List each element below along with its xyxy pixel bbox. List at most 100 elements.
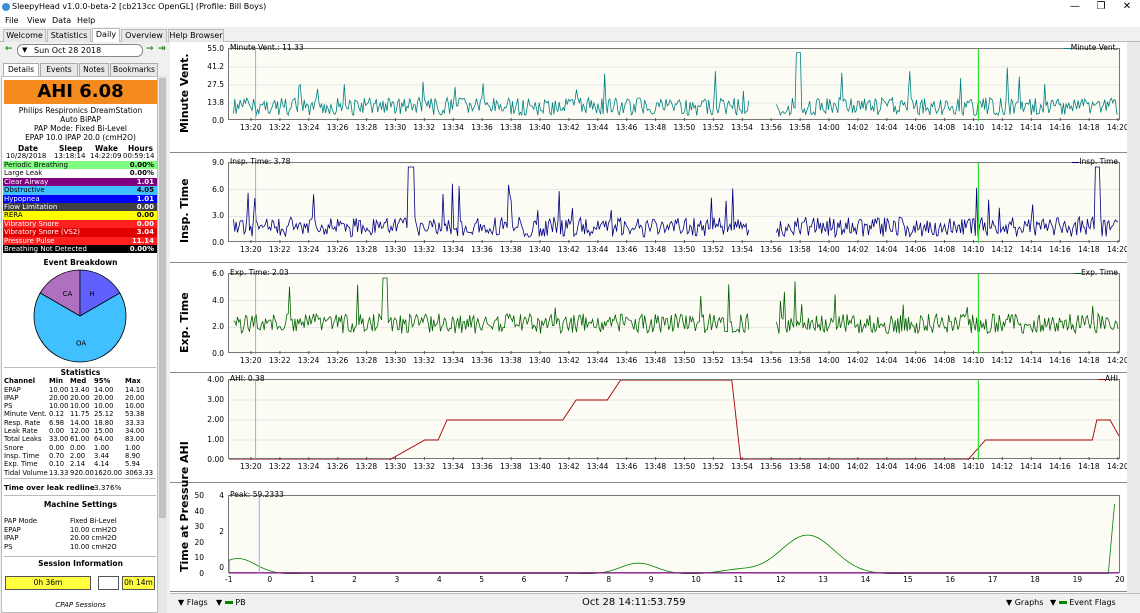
subtab-events[interactable]: Events [40, 63, 78, 76]
event-row[interactable]: Pressure Pulse 11.14 [3, 236, 157, 245]
event-row[interactable]: Breathing Not Detected 0.00% [3, 245, 157, 254]
date-picker[interactable]: ▼ Sun Oct 28 2018 [17, 44, 143, 57]
menu-file[interactable]: File [5, 16, 19, 25]
stat-cell: 10.00 [70, 402, 90, 411]
session-bar-2[interactable]: 0h 14m [122, 576, 155, 590]
close-button[interactable]: ✕ [1122, 1, 1132, 12]
graph-ahi[interactable]: AHI AHI: 0.38 AHI 4.00 3.00 2.00 1.00 0.00 13:20… [170, 373, 1140, 483]
x-tick-label: 14:04 [875, 356, 898, 365]
menu-view[interactable]: View [27, 16, 46, 25]
tab-welcome[interactable]: Welcome [3, 29, 46, 42]
plot-area[interactable] [228, 162, 1120, 243]
x-tick-label: 13:54 [731, 123, 753, 132]
plot-area[interactable] [228, 273, 1120, 354]
next-day-arrow-icon[interactable]: → [146, 44, 154, 54]
y-tick-label: 27.5 [207, 80, 224, 89]
event-row[interactable]: Large Leak 0.00% [3, 169, 157, 178]
details-scrollbar-thumb[interactable] [159, 78, 166, 518]
menu-data[interactable]: Data [52, 16, 72, 25]
y-tick-label: 0.0 [212, 238, 224, 247]
x-tick-label: 13:32 [413, 123, 436, 132]
plot-area[interactable] [228, 48, 1120, 121]
subtab-notes[interactable]: Notes [79, 63, 109, 76]
event-value: 0.00% [129, 245, 154, 253]
y-tick-label: 41.2 [207, 62, 224, 71]
x-tick-label: 19 [1072, 575, 1083, 584]
x-tick-label: 13:26 [326, 245, 349, 254]
x-tick-label: 13:20 [240, 123, 262, 132]
y-tick-label-secondary: 10 [194, 553, 204, 563]
x-tick-label: 13:54 [731, 462, 753, 471]
event-row[interactable]: Flow Limitation 0.00 [3, 203, 157, 212]
x-tick-label: 14:08 [933, 462, 956, 471]
graph-insp-time[interactable]: Insp. Time Insp. Time: 3.78 Insp. Time 9.0 6… [170, 153, 1140, 263]
event-row[interactable]: Obstructive 4.05 [3, 186, 157, 195]
tab-daily[interactable]: Daily [92, 28, 120, 42]
stat-cell: 13.40 [70, 385, 90, 394]
graphs-scrollbar[interactable] [1127, 42, 1140, 593]
minimize-button[interactable]: — [1070, 1, 1080, 12]
stat-cell: Tidal Volume [4, 468, 48, 477]
stat-cell: Resp. Rate [4, 418, 41, 427]
graphs-dropdown[interactable]: ▼ Graphs [1006, 598, 1044, 607]
detail-tabs: Details Events Notes Bookmarks [3, 63, 158, 76]
pb-dropdown[interactable]: ▼ PB [216, 598, 246, 607]
flags-dropdown[interactable]: ▼ Flags [178, 598, 208, 607]
y-tick-label: 0.0 [212, 349, 224, 358]
x-tick-label: 14:16 [1049, 462, 1071, 471]
x-tick-label: 14:04 [875, 245, 898, 254]
event-label: Vibratory Snore (VS2) [4, 228, 81, 237]
x-tick-label: 13:38 [500, 462, 522, 471]
statistics-row: Resp. Rate 6.98 14.00 18.80 33.33 [3, 418, 157, 427]
graph-exp-time[interactable]: Exp. Time Exp. Time: 2.03 Exp. Time 6.0 4.0 2… [170, 263, 1140, 373]
x-tick-label: 14:20 [1107, 123, 1129, 132]
graph-minute-vent-[interactable]: Minute Vent. Minute Vent.: 11.33 Minute Ve… [170, 42, 1140, 153]
graph-time-at-pressure[interactable]: Time at Pressure Peak: 59.2333 4 2 0 -1 0 1 2 3 4 5… [170, 467, 1140, 592]
x-tick-label: 13:22 [268, 245, 291, 254]
event-row[interactable]: Vibratory Snore 0.00 [3, 219, 157, 229]
x-tick-label: 4 [436, 575, 442, 584]
event-label: Clear Airway [4, 177, 49, 186]
maximize-button[interactable]: ❐ [1096, 1, 1106, 12]
statistics-row: IPAP 20.00 20.00 20.00 20.00 [3, 394, 157, 402]
trace-canvas [229, 49, 1119, 121]
prev-day-arrow-icon[interactable]: ← [5, 44, 13, 54]
y-tick-label: 4 [219, 491, 224, 500]
tab-overview[interactable]: Overview [121, 29, 167, 42]
tab-help-browser[interactable]: Help Browser [168, 29, 224, 42]
event-value: 11.14 [131, 236, 154, 245]
machine-mode: Auto BiPAP [60, 115, 101, 124]
tab-statistics[interactable]: Statistics [47, 29, 91, 42]
event-row[interactable]: RERA 0.00 [3, 211, 157, 220]
y-tick-label-secondary: 20 [194, 537, 204, 547]
plot-area[interactable] [228, 495, 1120, 574]
event-row[interactable]: Clear Airway 1.01 [3, 177, 157, 187]
x-tick-label: 13:30 [384, 462, 407, 471]
stat-cell: 1.00 [94, 443, 110, 452]
x-tick-label: 2 [352, 575, 357, 584]
session-bar-1[interactable]: 0h 36m [5, 576, 91, 590]
subtab-details[interactable]: Details [3, 63, 39, 76]
cursor-readout: Insp. Time: 3.78 [230, 157, 291, 166]
x-tick-label: 5 [479, 575, 485, 584]
jump-latest-icon[interactable]: ⇥ [158, 44, 166, 54]
x-tick-label: 13:28 [355, 123, 378, 132]
event-flags-dropdown[interactable]: ▼ Event Flags [1050, 598, 1116, 607]
x-tick-label: 6 [521, 575, 527, 584]
y-tick-label: 6.0 [212, 184, 224, 194]
stat-cell: 53.38 [125, 410, 145, 419]
event-row[interactable]: Hypopnea 1.01 [3, 194, 157, 203]
calendar-dropdown-icon[interactable]: ▼ [22, 46, 28, 54]
event-row[interactable]: Periodic Breathing 0.00% [3, 161, 157, 170]
subtab-bookmarks[interactable]: Bookmarks [110, 63, 158, 76]
stat-cell: 0.12 [49, 410, 65, 419]
main-tabs: Welcome Statistics Daily Overview Help B… [0, 27, 1140, 42]
menu-help[interactable]: Help [77, 16, 96, 25]
event-row[interactable]: Vibratory Snore (VS2) 3.04 [3, 228, 157, 237]
x-tick-label: 14:18 [1078, 462, 1100, 471]
x-tick-label: 13:26 [326, 123, 349, 132]
plot-area[interactable] [228, 379, 1120, 460]
x-tick-label: 13:40 [529, 462, 551, 471]
y-tick-label: 9.0 [212, 158, 224, 167]
stat-cell: Min [49, 377, 63, 385]
